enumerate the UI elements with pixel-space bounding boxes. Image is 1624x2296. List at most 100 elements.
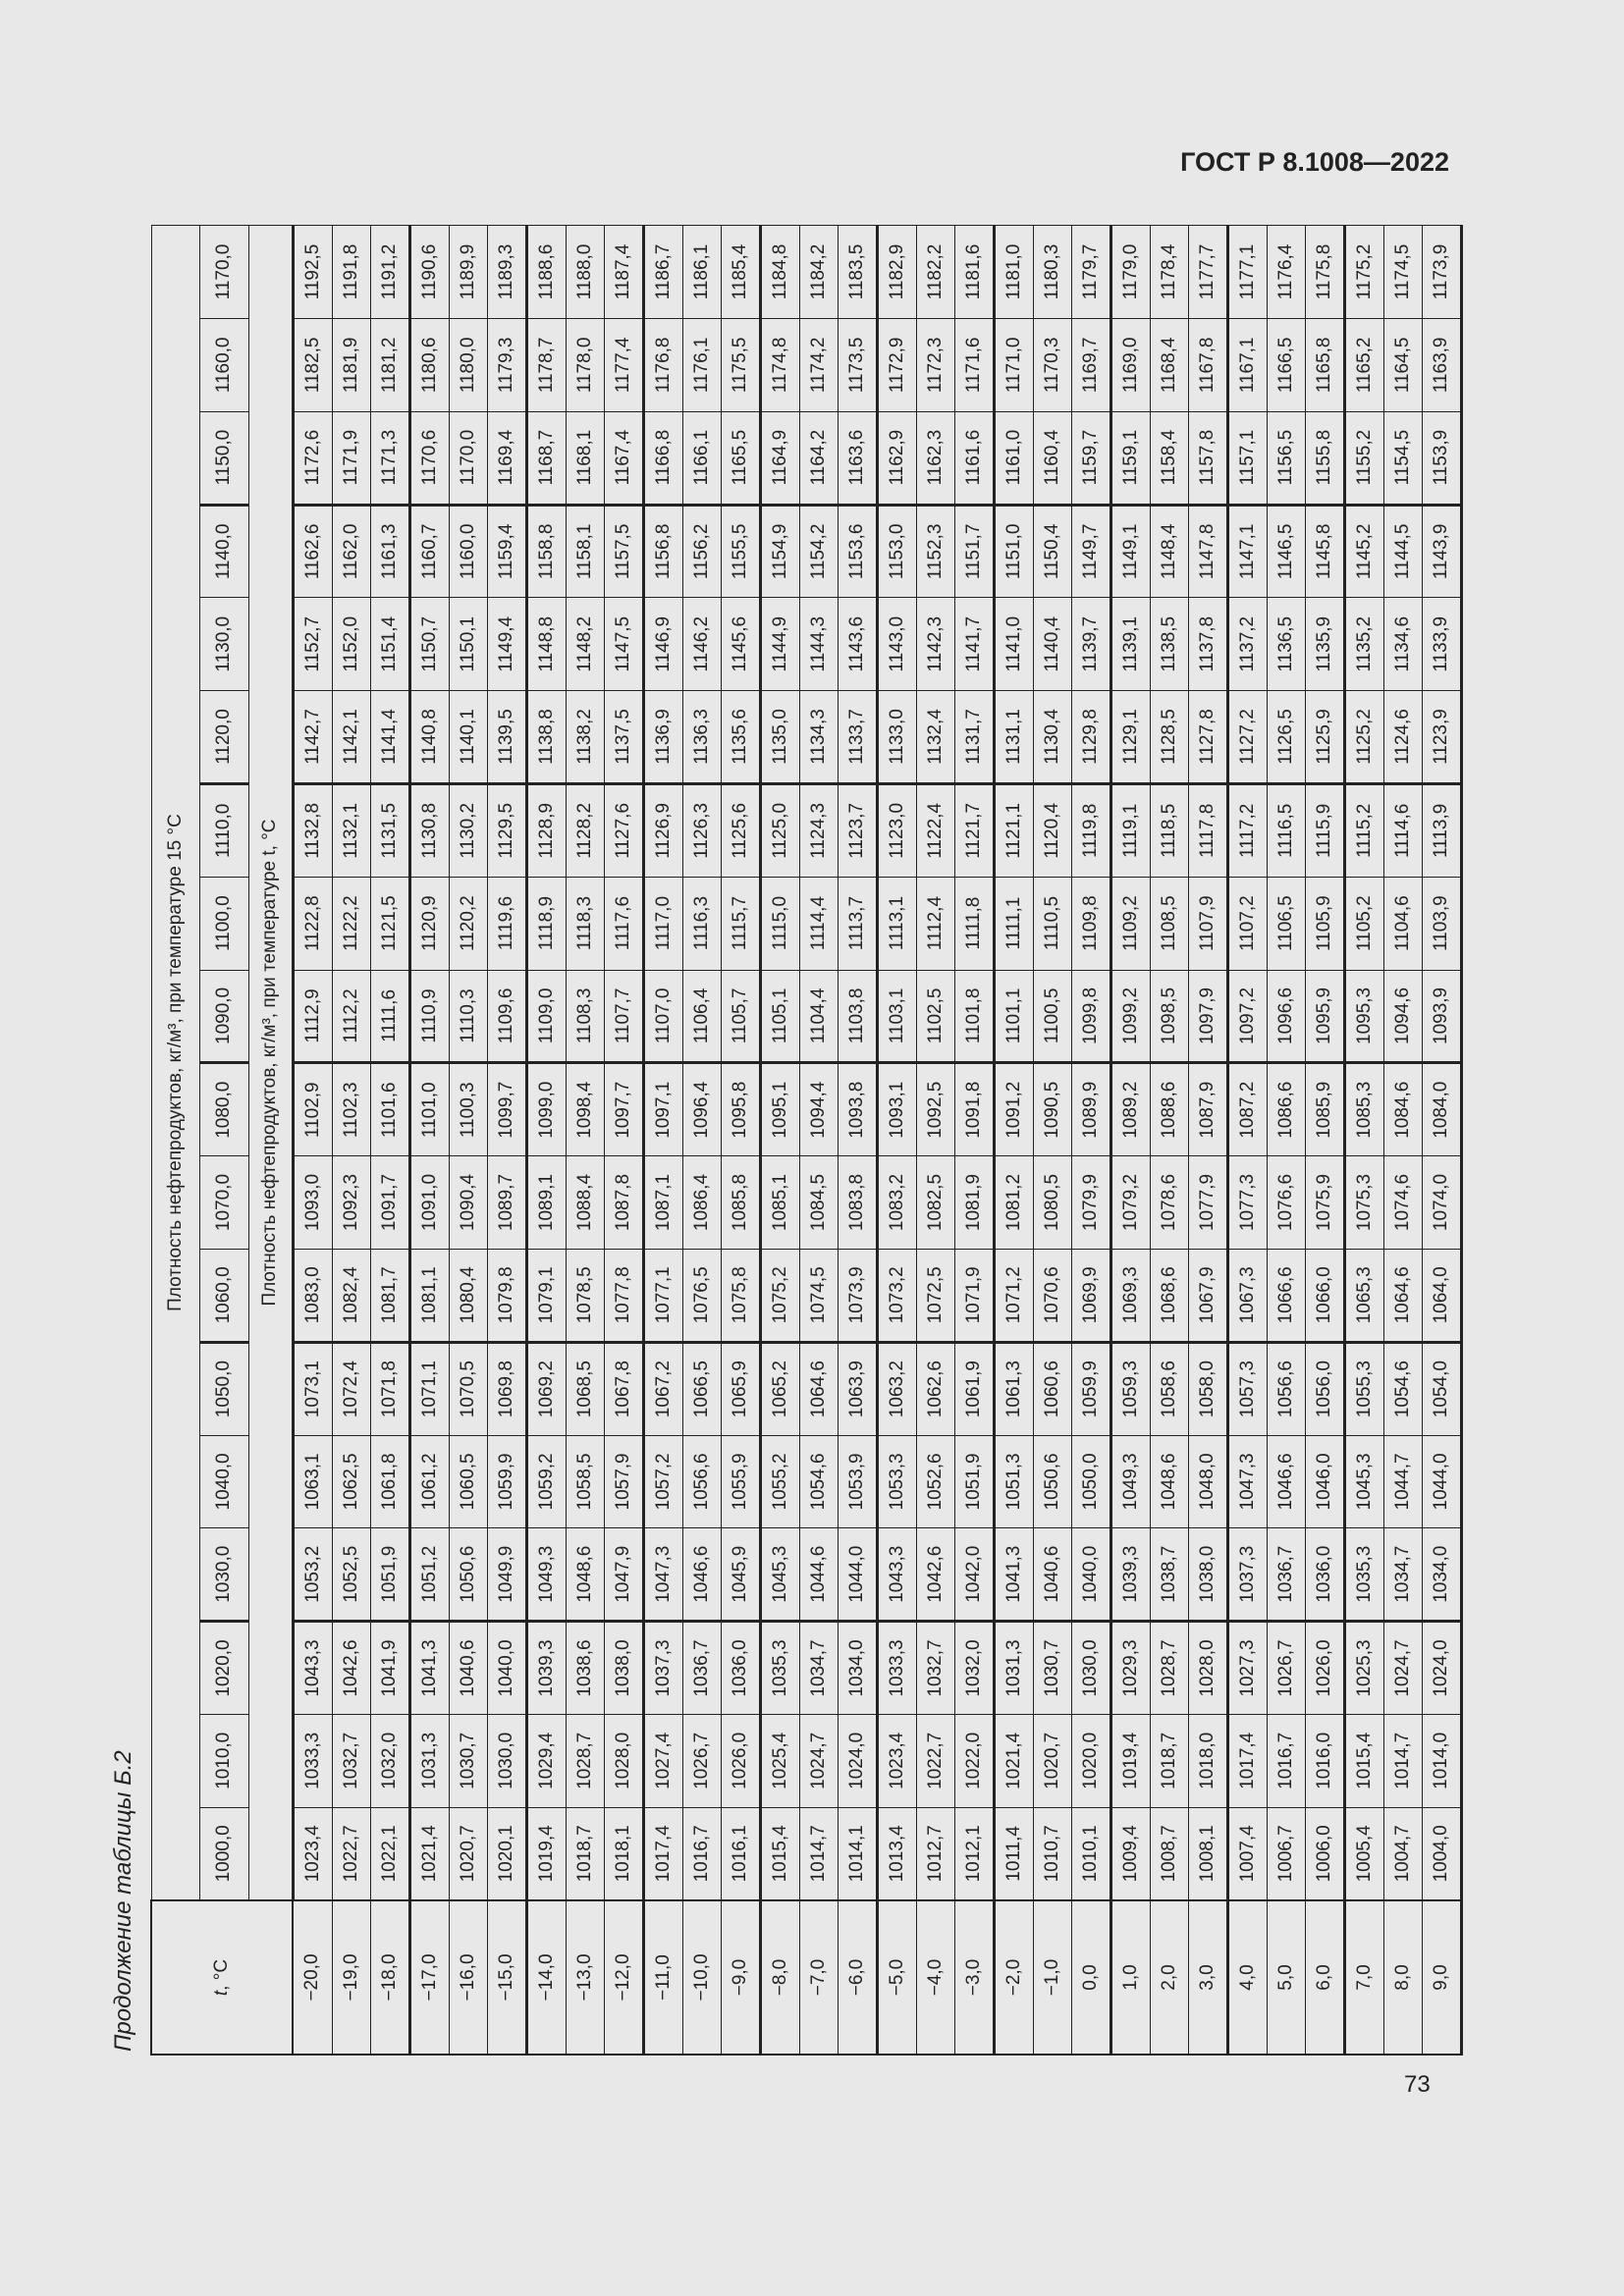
density-cell: 1081,9: [954, 1155, 994, 1250]
density-cell: 1127,8: [1188, 690, 1227, 784]
density-cell: 1136,9: [643, 690, 682, 784]
density-cell: 1135,0: [760, 690, 799, 784]
density-cell: 1030,7: [1033, 1621, 1071, 1715]
density-cell: 1056,6: [682, 1435, 721, 1528]
density-cell: 1121,5: [370, 877, 409, 971]
density-cell: 1078,6: [1150, 1155, 1188, 1250]
temperature-cell: −18,0: [370, 1900, 409, 2055]
density-cell: 1183,5: [838, 225, 877, 319]
density-cell: 1088,4: [566, 1155, 604, 1250]
density-cell: 1181,9: [332, 318, 370, 412]
density-cell: 1096,6: [1267, 970, 1305, 1063]
density-cell: 1113,7: [838, 877, 877, 971]
density-cell: 1181,6: [954, 225, 994, 319]
density-cell: 1034,7: [1383, 1527, 1422, 1622]
density-cell: 1084,6: [1383, 1062, 1422, 1156]
density-cell: 1054,6: [799, 1435, 838, 1528]
density-cell: 1064,6: [799, 1342, 838, 1436]
table-row: 2,0 1008,7 1018,7 1028,7 1038,7 1048,6 1058,6 1…: [1150, 225, 1188, 2055]
temperature-cell: 7,0: [1344, 1900, 1383, 2055]
density-cell: 1008,1: [1188, 1807, 1227, 1900]
table-row: 1,0 1009,4 1019,4 1029,3 1039,3 1049,3 1059,3 1…: [1110, 225, 1150, 2055]
table-row: 5,0 1006,7 1016,7 1026,7 1036,7 1046,6 1056,6 1…: [1267, 225, 1305, 2055]
density-cell: 1084,5: [799, 1155, 838, 1250]
density-cell: 1005,4: [1344, 1807, 1383, 1900]
density-cell: 1098,5: [1150, 970, 1188, 1063]
density-cell: 1027,4: [643, 1714, 682, 1808]
density-cell: 1052,5: [332, 1527, 370, 1622]
density-cell: 1029,4: [526, 1714, 566, 1808]
density-cell: 1170,0: [449, 411, 487, 506]
density-cell: 1051,3: [994, 1435, 1033, 1528]
table-row: 9,0 1004,0 1014,0 1024,0 1034,0 1044,0 1054,0 1…: [1422, 225, 1461, 2055]
density-cell: 1064,0: [1422, 1249, 1461, 1343]
density-cell: 1123,9: [1422, 690, 1461, 784]
density-cell: 1119,1: [1110, 783, 1150, 878]
density-cell: 1139,1: [1110, 597, 1150, 691]
density-cell: 1020,7: [449, 1807, 487, 1900]
density-cell: 1165,5: [721, 411, 760, 506]
density-cell: 1117,0: [643, 877, 682, 971]
density-column-header: 1130,0: [199, 597, 248, 691]
density-cell: 1053,3: [877, 1435, 916, 1528]
density-cell: 1161,3: [370, 505, 409, 598]
density-cell: 1047,9: [604, 1527, 643, 1622]
density-cell: 1012,1: [954, 1807, 994, 1900]
density-cell: 1155,5: [721, 505, 760, 598]
temperature-cell: −14,0: [526, 1900, 566, 2055]
density-cell: 1165,2: [1344, 318, 1383, 412]
density-cell: 1075,9: [1305, 1155, 1344, 1250]
density-cell: 1138,2: [566, 690, 604, 784]
density-cell: 1186,1: [682, 225, 721, 319]
density-cell: 1100,3: [449, 1062, 487, 1156]
table-row: −7,0 1014,7 1024,7 1034,7 1044,6 1054,6 1064,6…: [799, 225, 838, 2055]
table-row: −17,0 1021,4 1031,3 1041,3 1051,2 1061,2 1071,…: [409, 225, 449, 2055]
density-cell: 1032,7: [332, 1714, 370, 1808]
density-cell: 1031,3: [994, 1621, 1033, 1715]
density-cell: 1037,3: [1227, 1527, 1267, 1622]
density-cell: 1169,0: [1110, 318, 1150, 412]
density-cell: 1056,0: [1305, 1342, 1344, 1436]
density-cell: 1119,8: [1071, 783, 1110, 878]
density-cell: 1101,6: [370, 1062, 409, 1156]
density-cell: 1160,7: [409, 505, 449, 598]
density-cell: 1153,0: [877, 505, 916, 598]
density-cell: 1048,6: [566, 1527, 604, 1622]
density-cell: 1142,7: [293, 690, 332, 784]
density-cell: 1089,7: [487, 1155, 526, 1250]
density-cell: 1030,0: [1071, 1621, 1110, 1715]
density-cell: 1119,6: [487, 877, 526, 971]
density-cell: 1191,8: [332, 225, 370, 319]
density-cell: 1024,7: [799, 1714, 838, 1808]
density-cell: 1082,5: [916, 1155, 954, 1250]
density-cell: 1030,0: [487, 1714, 526, 1808]
density-cell: 1023,4: [293, 1807, 332, 1900]
temperature-cell: −7,0: [799, 1900, 838, 2055]
density-cell: 1110,5: [1033, 877, 1071, 971]
table-row: 8,0 1004,7 1014,7 1024,7 1034,7 1044,7 1054,6 1…: [1383, 225, 1422, 2055]
density-cell: 1041,9: [370, 1621, 409, 1715]
density-cell: 1051,9: [370, 1527, 409, 1622]
density-cell: 1071,1: [409, 1342, 449, 1436]
density-column-header: 1110,0: [199, 783, 248, 878]
density-cell: 1133,9: [1422, 597, 1461, 691]
density-cell: 1035,3: [1344, 1527, 1383, 1622]
density-cell: 1155,2: [1344, 411, 1383, 506]
table-row: 0,0 1010,1 1020,0 1030,0 1040,0 1050,0 1059,9 1…: [1071, 225, 1110, 2055]
density-cell: 1032,0: [370, 1714, 409, 1808]
density-cell: 1190,6: [409, 225, 449, 319]
density-cell: 1019,4: [1110, 1714, 1150, 1808]
density-cell: 1064,6: [1383, 1249, 1422, 1343]
density-cell: 1151,0: [994, 505, 1033, 598]
density-cell: 1123,7: [838, 783, 877, 878]
density-cell: 1109,2: [1110, 877, 1150, 971]
density-cell: 1101,1: [994, 970, 1033, 1063]
density-cell: 1158,4: [1150, 411, 1188, 506]
density-cell: 1131,5: [370, 783, 409, 878]
density-cell: 1181,0: [994, 225, 1033, 319]
density-cell: 1087,9: [1188, 1062, 1227, 1156]
density-cell: 1056,6: [1267, 1342, 1305, 1436]
density-cell: 1120,4: [1033, 783, 1071, 878]
density-cell: 1014,7: [1383, 1714, 1422, 1808]
density-cell: 1167,4: [604, 411, 643, 506]
